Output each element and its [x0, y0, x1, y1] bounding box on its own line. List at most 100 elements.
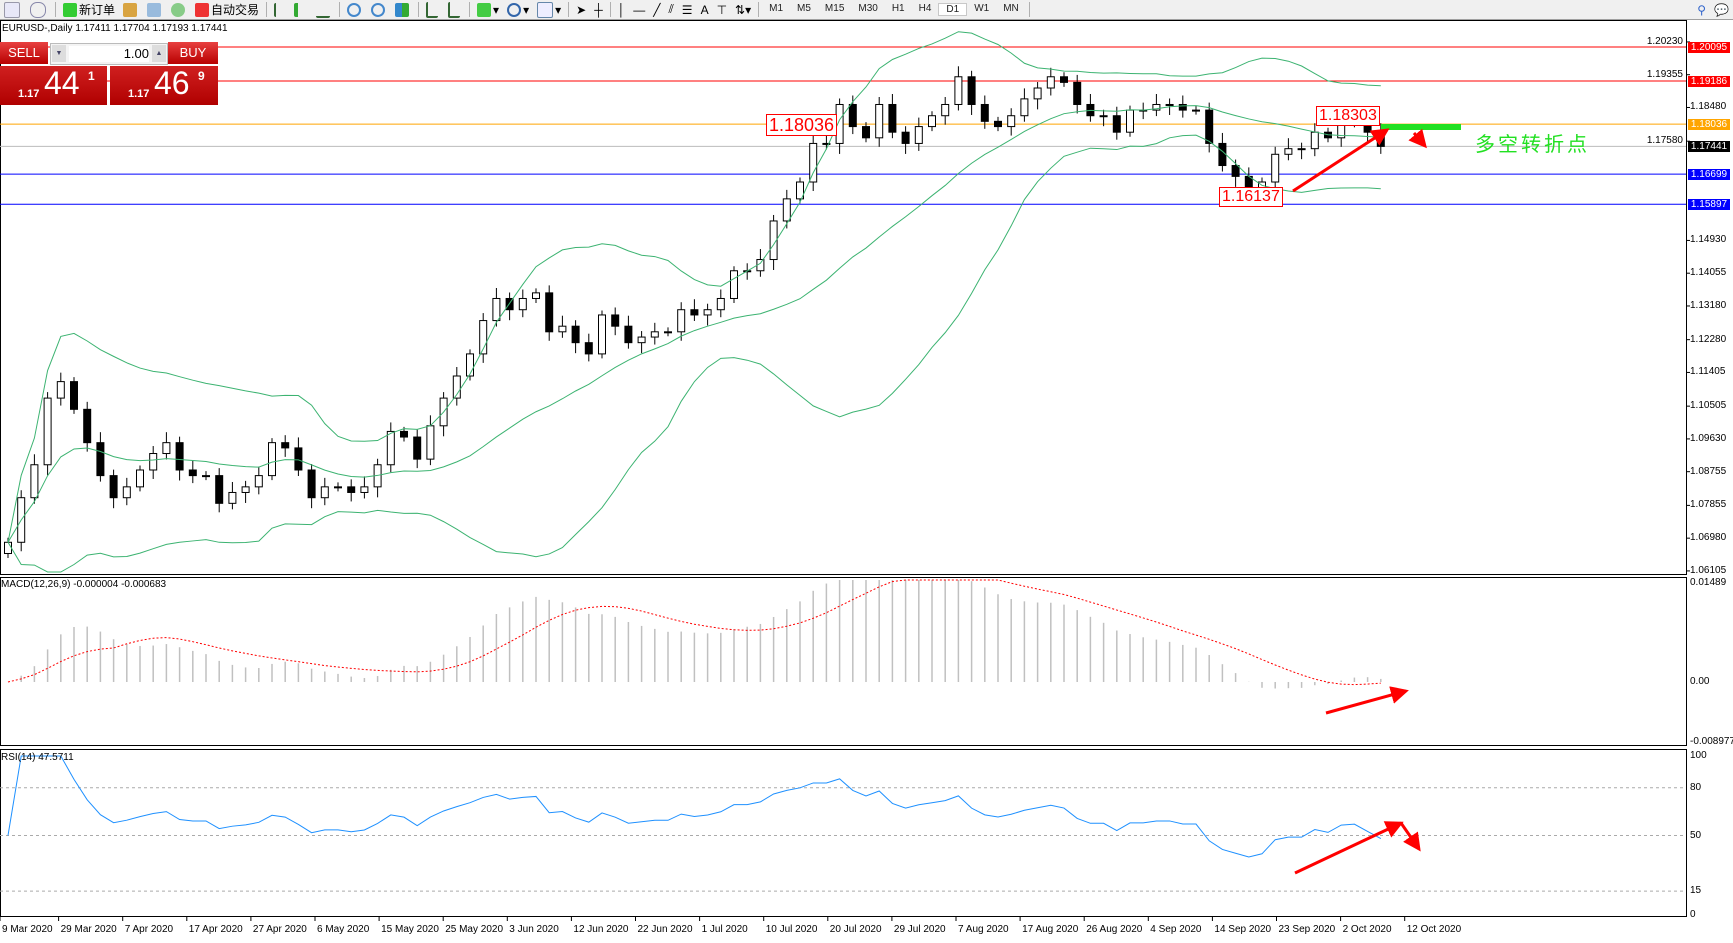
- vertical-line-tool[interactable]: │: [614, 1, 630, 18]
- bear-candle: [400, 430, 408, 438]
- buy-price-button[interactable]: 1.17 46 9: [110, 65, 218, 105]
- bull-candle: [334, 486, 342, 489]
- trendline-tool[interactable]: ╱: [649, 1, 664, 18]
- timeframe-m5[interactable]: M5: [797, 3, 811, 14]
- line-chart-button[interactable]: [312, 1, 336, 18]
- indicators-button[interactable]: ▾: [473, 1, 503, 18]
- bull-candle: [914, 126, 923, 144]
- x-tick-label: 12 Jun 2020: [573, 924, 629, 935]
- bull-candle: [202, 475, 210, 478]
- auto-trading-label: 自动交易: [211, 3, 260, 17]
- bull-candle: [650, 331, 659, 338]
- tile-windows-button[interactable]: [391, 1, 415, 18]
- bull-candle: [664, 331, 672, 334]
- zoom-window-button[interactable]: [26, 1, 52, 18]
- lot-size-input[interactable]: 1.00: [69, 46, 149, 62]
- timeframe-h1[interactable]: H1: [891, 3, 905, 14]
- periods-button[interactable]: ▾: [503, 1, 533, 18]
- candle-chart-button[interactable]: [290, 1, 312, 18]
- bar-chart-button[interactable]: [270, 1, 290, 18]
- timeframe-m30[interactable]: M30: [858, 3, 878, 14]
- arrows-icon: ⇅▾: [735, 2, 752, 17]
- bull-candle: [30, 464, 39, 499]
- text-tool[interactable]: A: [697, 1, 713, 18]
- data-window-button[interactable]: [143, 1, 167, 18]
- x-tick-label: 22 Jun 2020: [637, 924, 693, 935]
- buy-button[interactable]: BUY: [168, 42, 218, 64]
- one-click-trading-panel: SELL ▼ 1.00 ▲ BUY 1.17 44 1 1.17 46 9: [0, 42, 218, 105]
- auto-trading-button[interactable]: 自动交易: [191, 1, 263, 18]
- zoom-in-icon: [347, 2, 362, 17]
- bear-candle: [188, 469, 197, 477]
- bear-candle: [413, 436, 422, 460]
- x-tick-label: 25 May 2020: [445, 924, 504, 935]
- separator: [1028, 2, 1030, 17]
- line-chart-icon: [316, 2, 331, 18]
- bull-candle: [637, 336, 646, 344]
- zoom-in-button[interactable]: [343, 1, 367, 18]
- timeframe-m15[interactable]: M15: [824, 3, 845, 14]
- bull-candle: [426, 425, 435, 460]
- lot-size-stepper[interactable]: ▼ 1.00 ▲: [50, 43, 168, 65]
- search-button[interactable]: ⚲: [1693, 1, 1710, 18]
- crosshair-tool[interactable]: ┼: [590, 1, 607, 18]
- templates-button[interactable]: ▾: [533, 1, 565, 18]
- text-label-icon: ⊤: [716, 2, 728, 17]
- signal-icon: [171, 2, 186, 17]
- bear-candle: [888, 103, 897, 133]
- x-tick-label: 23 Sep 2020: [1278, 924, 1336, 935]
- trend-up-arrow-rsi: [1294, 821, 1404, 875]
- timeframe-d1[interactable]: D1: [938, 3, 968, 16]
- macd-signal-line: [7, 579, 1381, 686]
- timeframe-mn[interactable]: MN: [1003, 3, 1019, 14]
- timeframe-w1[interactable]: W1: [974, 3, 990, 14]
- bull-candle: [954, 76, 963, 105]
- trend-up-arrow-main: [1292, 128, 1390, 193]
- bull-candle: [386, 430, 395, 466]
- sell-price-button[interactable]: 1.17 44 1: [0, 65, 107, 105]
- y-tick-label: 1.06105: [1690, 564, 1727, 576]
- bear-candle: [980, 103, 989, 122]
- auto-scroll-button[interactable]: [422, 1, 444, 18]
- y-tick-label: 1.10505: [1690, 400, 1727, 412]
- decrease-lot-button[interactable]: ▼: [52, 45, 66, 62]
- bull-candle: [1033, 87, 1042, 100]
- bull-candle: [360, 486, 369, 493]
- sell-button[interactable]: SELL: [0, 42, 48, 64]
- text-label-tool[interactable]: ⊤: [713, 1, 731, 18]
- cursor-icon: ➤: [576, 2, 587, 17]
- vertical-line-icon: │: [617, 2, 626, 17]
- bar-chart-icon: [274, 2, 284, 17]
- new-order-label: 新订单: [79, 3, 116, 17]
- bull-candle: [941, 103, 950, 117]
- increase-lot-button[interactable]: ▲: [152, 45, 166, 62]
- timeframe-h4[interactable]: H4: [918, 3, 932, 14]
- rsi-tick-label: 0: [1690, 909, 1696, 920]
- bull-candle: [1046, 76, 1055, 89]
- market-watch-button[interactable]: [119, 1, 143, 18]
- channel-icon: ⫽: [668, 2, 674, 16]
- indicator-plus-icon: [477, 2, 492, 17]
- fibonacci-tool[interactable]: ☰: [678, 1, 697, 18]
- file-button[interactable]: [0, 1, 26, 18]
- cursor-tool[interactable]: ➤: [572, 1, 590, 18]
- bull-candle: [928, 115, 936, 128]
- horizontal-line-price-label: 1.15897: [1688, 199, 1730, 211]
- arrows-tool[interactable]: ⇅▾: [731, 1, 755, 18]
- channel-tool[interactable]: ⫽: [664, 1, 677, 18]
- chart-shift-button[interactable]: [444, 1, 466, 18]
- navigator-button[interactable]: [167, 1, 191, 18]
- bear-candle: [571, 325, 580, 344]
- turning-point-note: 多空转折点: [1475, 134, 1590, 156]
- robot-icon: [195, 2, 210, 17]
- macd-tick-label: -0.008977: [1690, 735, 1733, 747]
- bear-candle: [848, 103, 857, 128]
- bull-candle: [320, 486, 329, 499]
- timeframe-m1[interactable]: M1: [769, 3, 784, 14]
- chat-button[interactable]: 💬: [1710, 1, 1733, 18]
- bull-candle: [56, 381, 65, 399]
- horizontal-line-tool[interactable]: —: [629, 1, 649, 18]
- zoom-out-button[interactable]: [367, 1, 391, 18]
- new-order-button[interactable]: 新订单: [59, 1, 119, 18]
